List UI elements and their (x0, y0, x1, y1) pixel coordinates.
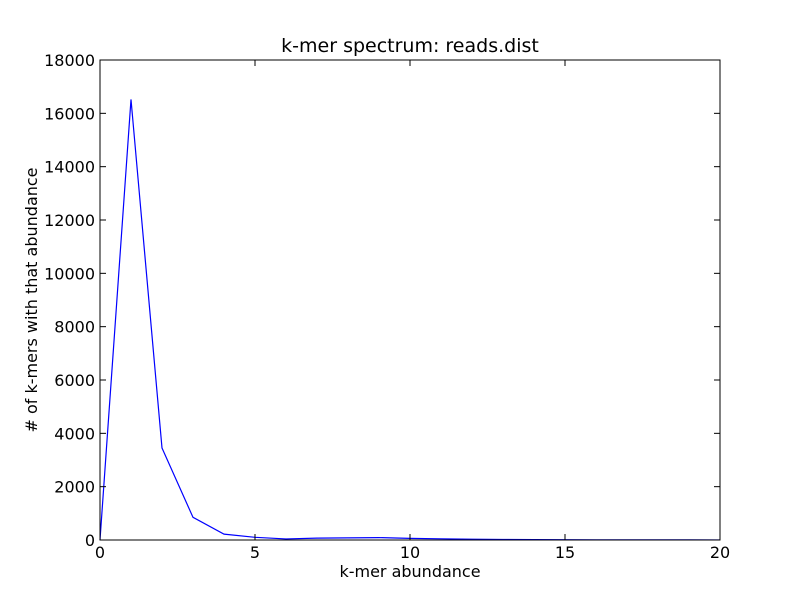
y-tick-label: 8000 (54, 318, 95, 337)
x-tick-label: 15 (555, 543, 575, 562)
chart-title: k-mer spectrum: reads.dist (281, 35, 539, 57)
y-tick-label: 4000 (54, 424, 95, 443)
y-tick-label: 16000 (44, 104, 95, 123)
plot-area: 0 5 10 15 20 0 2000 4000 6000 8000 10000 12000 14000… (44, 51, 730, 562)
x-tick-label: 0 (95, 543, 105, 562)
x-tick-label: 20 (710, 543, 730, 562)
x-axis-title: k-mer abundance (339, 562, 480, 581)
y-tick-label: 14000 (44, 158, 95, 177)
y-tick-label: 18000 (44, 51, 95, 70)
y-tick-label: 12000 (44, 211, 95, 230)
y-tick-label: 2000 (54, 478, 95, 497)
y-tick-label: 10000 (44, 264, 95, 283)
y-tick-label: 6000 (54, 371, 95, 390)
x-tick-label: 5 (250, 543, 260, 562)
y-axis-title: # of k-mers with that abundance (22, 167, 41, 432)
y-tick-label: 0 (85, 531, 95, 550)
x-tick-label: 10 (400, 543, 420, 562)
